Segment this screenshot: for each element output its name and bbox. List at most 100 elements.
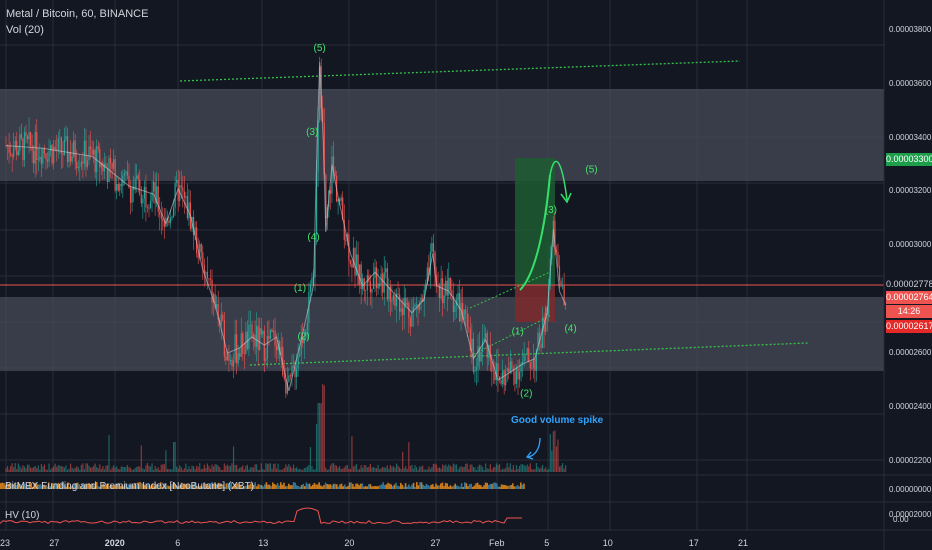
funding-bar (457, 486, 460, 489)
candle-body (528, 348, 530, 363)
volume-bar (180, 467, 182, 472)
volume-bar (139, 466, 141, 472)
price-tick-label: 0.00003800 (889, 24, 932, 34)
candle-body (262, 330, 264, 335)
volume-bar (380, 468, 382, 472)
funding-bar (380, 484, 383, 489)
volume-bar (442, 464, 444, 472)
volume-bar (283, 467, 285, 472)
candle-body (237, 353, 239, 364)
candle-body (208, 278, 210, 280)
candle-body (412, 306, 415, 312)
candle-body (339, 199, 341, 201)
candle-body (169, 217, 172, 224)
candle-body (60, 137, 62, 154)
volume-bar (39, 469, 41, 472)
funding-bar (251, 482, 253, 489)
funding-bar (172, 482, 175, 489)
candle-body (222, 314, 224, 320)
volume-bar (192, 466, 195, 472)
volume-bar (385, 467, 387, 472)
candle-body (20, 134, 22, 139)
candle-body (408, 303, 410, 319)
funding-bar (92, 483, 95, 489)
volume-bar (411, 464, 413, 472)
funding-bar (64, 485, 66, 489)
volume-bar (414, 465, 416, 472)
projection-reversal-curve (549, 160, 568, 201)
candle-body (477, 346, 479, 367)
funding-bar (416, 482, 418, 489)
funding-bar (488, 484, 490, 489)
volume-bar (266, 464, 268, 472)
volume-bar (20, 468, 22, 472)
volume-bar (246, 464, 248, 472)
funding-bar (190, 484, 192, 489)
funding-bar (283, 482, 285, 489)
volume-bar (328, 469, 330, 472)
volume-bar (285, 464, 287, 472)
funding-bar (78, 484, 80, 489)
volume-bar (125, 467, 127, 472)
volume-bar (558, 466, 561, 472)
candle-body (226, 353, 228, 361)
candle-body (106, 167, 109, 183)
candle-body (432, 243, 435, 253)
volume-bar (157, 467, 159, 472)
funding-bar (232, 486, 234, 489)
volume-bar (80, 464, 82, 472)
volume-bar (314, 469, 316, 472)
candle-body (126, 171, 129, 176)
volume-bar (256, 464, 258, 472)
funding-bar (86, 485, 88, 489)
funding-bar (211, 482, 213, 489)
volume-bar (337, 467, 339, 472)
funding-bar (1, 482, 4, 489)
funding-bar (300, 485, 303, 489)
candle-body (176, 179, 178, 183)
volume-bar (292, 464, 295, 472)
volume-bar (282, 469, 284, 472)
funding-bar (259, 484, 261, 489)
volume-bar (229, 465, 232, 472)
funding-bar (222, 484, 224, 489)
volume-bar (502, 468, 504, 472)
price-tick-label: 0.00003200 (889, 186, 932, 196)
volume-bar (312, 469, 315, 472)
funding-bar (51, 482, 53, 489)
volume-bar (465, 463, 467, 472)
candle-body (417, 304, 419, 310)
funding-bar (171, 484, 173, 489)
funding-bar (217, 482, 220, 489)
candle-body (306, 322, 308, 331)
volume-bar (352, 466, 355, 472)
funding-bar (179, 485, 181, 489)
candle-body (211, 279, 213, 303)
volume-bar (437, 468, 439, 472)
volume-bar (93, 465, 95, 472)
volume-bar (443, 465, 445, 472)
funding-bar (35, 482, 37, 489)
volume-bar (388, 469, 390, 472)
candle-body (83, 140, 86, 164)
funding-bar (24, 483, 26, 489)
funding-bar (364, 486, 367, 489)
candle-body (151, 191, 153, 202)
funding-bar (158, 486, 160, 489)
candle-body (445, 280, 447, 296)
volume-bar (45, 469, 47, 472)
candle-body (323, 122, 325, 175)
candle-body (529, 362, 531, 369)
volume-bar (294, 468, 296, 472)
candle-body (89, 146, 92, 150)
funding-bar (131, 484, 133, 489)
funding-bar (27, 485, 29, 489)
funding-bar (118, 482, 120, 489)
funding-bar (107, 483, 109, 489)
funding-bar (97, 486, 100, 489)
volume-bar (211, 464, 213, 472)
candle-body (480, 352, 482, 362)
volume-bar (154, 465, 156, 472)
volume-bar (320, 403, 322, 472)
